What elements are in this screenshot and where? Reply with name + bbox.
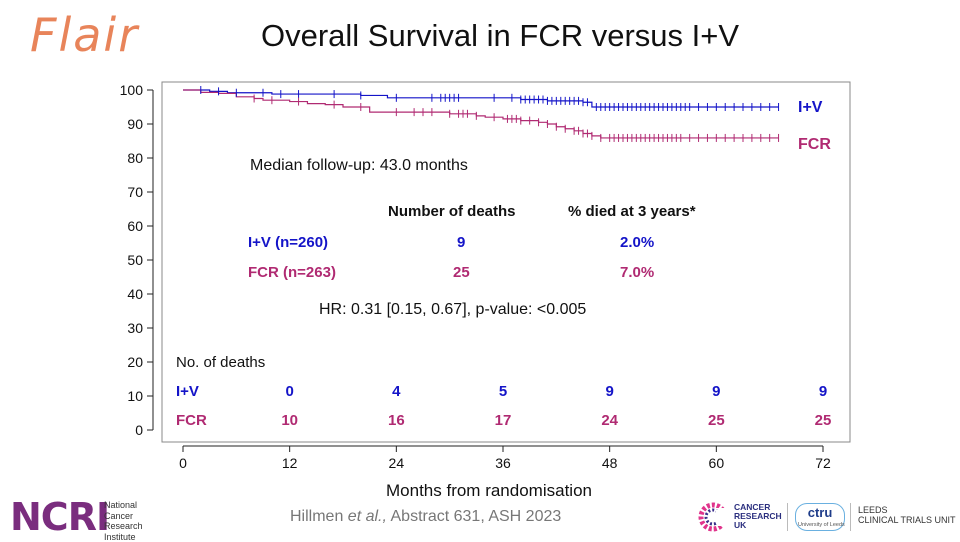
deaths-row-iv-label: I+V xyxy=(176,383,199,400)
hr-text: HR: 0.31 [0.15, 0.67], p-value: <0.005 xyxy=(319,301,586,319)
ncri-sub-line: Institute xyxy=(104,532,143,542)
ctru-subtitle: University of Leeds xyxy=(798,522,845,528)
deaths-table-title: No. of deaths xyxy=(176,354,265,371)
deaths-cell: 16 xyxy=(376,412,416,429)
deaths-cell: 4 xyxy=(376,383,416,400)
footer-divider xyxy=(787,503,788,531)
ncri-logo-text: NCRI xyxy=(10,495,109,539)
deaths-cell: 25 xyxy=(803,412,843,429)
leeds-ctu-text: LEEDS CLINICAL TRIALS UNIT xyxy=(858,505,956,525)
x-tick-label: 36 xyxy=(495,455,511,471)
table-row-iv-deaths: 9 xyxy=(457,234,465,251)
y-tick-label: 70 xyxy=(127,184,143,200)
y-tick-label: 0 xyxy=(135,422,143,438)
ncri-logo: NCRI xyxy=(10,495,109,539)
ncri-sub-line: Cancer xyxy=(104,511,143,522)
y-tick-label: 60 xyxy=(127,218,143,234)
citation-author: Hillmen xyxy=(290,508,348,525)
deaths-cell: 0 xyxy=(270,383,310,400)
deaths-cell: 10 xyxy=(270,412,310,429)
leeds-ctu-line: CLINICAL TRIALS UNIT xyxy=(858,515,956,525)
ncri-subtitle: National Cancer Research Institute xyxy=(104,500,143,542)
table-row-fcr-label: FCR (n=263) xyxy=(248,264,336,281)
series-label-iv: I+V xyxy=(798,99,822,117)
footer-divider xyxy=(850,503,851,531)
table-row-fcr-deaths: 25 xyxy=(453,264,470,281)
cruk-line: UK xyxy=(734,521,782,530)
ncri-sub-line: National xyxy=(104,500,143,511)
deaths-cell: 17 xyxy=(483,412,523,429)
ncri-sub-line: Research xyxy=(104,521,143,532)
y-tick-label: 30 xyxy=(127,320,143,336)
median-followup: Median follow-up: 43.0 months xyxy=(250,157,468,175)
y-tick-label: 90 xyxy=(127,116,143,132)
table-row-fcr-died3y: 7.0% xyxy=(620,264,654,281)
table-row-iv-label: I+V (n=260) xyxy=(248,234,328,251)
y-tick-label: 20 xyxy=(127,354,143,370)
x-axis-label: Months from randomisation xyxy=(386,481,592,501)
y-tick-label: 100 xyxy=(120,82,144,98)
deaths-cell: 5 xyxy=(483,383,523,400)
y-tick-label: 50 xyxy=(127,252,143,268)
y-tick-label: 10 xyxy=(127,388,143,404)
y-axis: 0 10 20 30 40 50 60 70 80 90 100 xyxy=(120,82,153,438)
citation: Hillmen et al., Abstract 631, ASH 2023 xyxy=(290,508,561,526)
x-tick-label: 72 xyxy=(815,455,831,471)
x-tick-label: 24 xyxy=(389,455,405,471)
x-tick-label: 0 xyxy=(179,455,187,471)
deaths-cell: 9 xyxy=(590,383,630,400)
table-header-deaths: Number of deaths xyxy=(388,203,516,220)
x-tick-label: 48 xyxy=(602,455,618,471)
deaths-cell: 9 xyxy=(696,383,736,400)
deaths-cell: 25 xyxy=(696,412,736,429)
cruk-logo-icon xyxy=(696,500,730,534)
x-axis: 0 12 24 36 48 60 72 xyxy=(179,446,831,471)
leeds-ctu-line: LEEDS xyxy=(858,505,956,515)
deaths-cell: 24 xyxy=(590,412,630,429)
y-tick-label: 80 xyxy=(127,150,143,166)
cruk-text: CANCER RESEARCH UK xyxy=(734,503,782,530)
deaths-cell: 9 xyxy=(803,383,843,400)
series-label-fcr: FCR xyxy=(798,136,831,154)
deaths-row-fcr-label: FCR xyxy=(176,412,207,429)
x-tick-label: 60 xyxy=(709,455,725,471)
table-header-died3y: % died at 3 years* xyxy=(568,203,696,220)
citation-rest: Abstract 631, ASH 2023 xyxy=(387,508,561,525)
citation-etal: et al., xyxy=(348,508,387,525)
table-row-iv-died3y: 2.0% xyxy=(620,234,654,251)
x-tick-label: 12 xyxy=(282,455,298,471)
y-tick-label: 40 xyxy=(127,286,143,302)
